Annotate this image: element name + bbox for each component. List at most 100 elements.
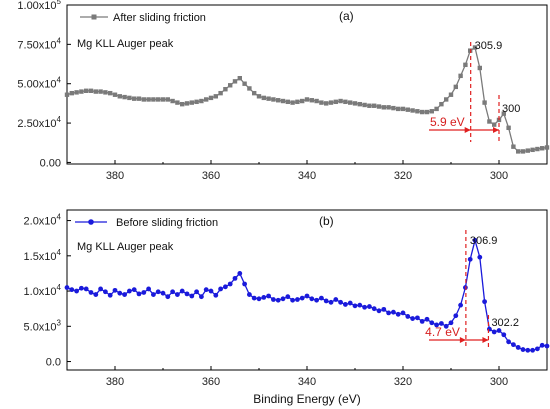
data-point-0-32	[218, 90, 223, 96]
data-point-1-64	[371, 306, 377, 312]
data-point-0-49	[300, 98, 305, 104]
data-point-1-46	[285, 294, 291, 300]
data-point-0-24	[180, 101, 185, 107]
y-tick-label-1-3: 1.5x104	[24, 248, 62, 263]
data-point-0-98	[535, 146, 540, 152]
data-point-1-78	[439, 321, 444, 326]
data-point-0-8	[103, 90, 108, 95]
data-point-0-62	[362, 102, 367, 108]
data-point-1-94	[515, 345, 521, 350]
data-point-0-63	[367, 103, 372, 108]
data-point-1-99	[539, 342, 545, 348]
data-point-1-16	[141, 290, 147, 295]
y-tick-label-0-2: 5.00x104	[17, 76, 61, 91]
data-point-0-75	[424, 109, 430, 115]
data-point-0-29	[204, 97, 209, 102]
legend-label-before: Before sliding friction	[116, 217, 218, 229]
data-point-0-0	[64, 92, 70, 97]
x-axis-label: Binding Energy (eV)	[253, 392, 360, 406]
data-point-0-17	[146, 97, 151, 102]
data-point-0-52	[314, 98, 319, 104]
data-point-0-100	[544, 145, 550, 150]
data-point-0-1	[69, 90, 74, 96]
data-point-1-75	[424, 316, 430, 322]
data-point-0-30	[208, 95, 214, 101]
y-tick-label-1-0: 0.0	[46, 357, 61, 369]
data-point-1-41	[261, 295, 267, 300]
data-point-0-6	[93, 89, 98, 94]
data-point-0-89	[492, 122, 497, 127]
data-point-1-82	[458, 302, 463, 308]
shift-label-0: 5.9 eV	[430, 115, 465, 129]
data-point-1-58	[343, 302, 348, 307]
data-point-0-87	[482, 100, 487, 105]
data-point-1-47	[290, 297, 295, 303]
data-point-1-3	[79, 285, 84, 291]
data-point-1-56	[333, 297, 339, 302]
x-tick-label-0-1: 360	[202, 170, 220, 182]
data-point-1-20	[160, 290, 166, 296]
data-point-1-30	[208, 288, 214, 294]
data-point-1-5	[88, 290, 94, 295]
data-point-0-88	[487, 119, 492, 124]
data-point-1-74	[419, 318, 425, 324]
legend-marker-b	[88, 219, 94, 225]
data-point-1-90	[496, 328, 502, 333]
data-point-0-69	[396, 106, 401, 112]
data-point-1-26	[189, 293, 195, 299]
data-point-0-39	[252, 90, 257, 96]
data-point-0-31	[213, 94, 218, 99]
data-point-1-62	[362, 304, 367, 310]
shift-arrowhead-left-0	[464, 127, 471, 133]
data-point-0-47	[290, 100, 295, 105]
data-point-1-33	[223, 284, 228, 290]
data-point-0-59	[348, 100, 353, 105]
data-point-0-20	[160, 97, 166, 102]
data-point-1-61	[357, 302, 363, 308]
x-tick-label-1-0: 380	[106, 376, 124, 388]
data-point-1-40	[256, 296, 262, 302]
data-point-1-73	[415, 315, 420, 321]
series-after	[64, 45, 550, 154]
data-point-1-19	[155, 289, 161, 295]
data-point-1-1	[69, 287, 75, 293]
x-tick-label-0-4: 300	[490, 170, 508, 182]
data-point-0-25	[184, 101, 190, 106]
data-point-1-7	[98, 286, 103, 292]
data-point-1-4	[83, 286, 89, 292]
panel-label-b: (b)	[319, 214, 334, 228]
data-point-1-49	[299, 295, 305, 301]
data-point-0-82	[458, 73, 463, 79]
data-point-0-99	[540, 146, 545, 151]
data-point-1-55	[328, 299, 334, 305]
data-point-1-36	[237, 271, 243, 276]
data-point-0-27	[194, 99, 199, 105]
annotation-a: Mg KLL Auger peak	[77, 38, 174, 50]
data-point-0-33	[223, 87, 228, 92]
data-point-1-92	[506, 339, 511, 345]
data-point-0-12	[122, 94, 127, 100]
data-point-0-85	[472, 45, 478, 50]
data-point-0-11	[117, 94, 122, 99]
data-point-1-22	[170, 289, 176, 295]
data-point-1-71	[405, 314, 411, 319]
data-point-1-34	[227, 281, 233, 287]
data-point-1-66	[381, 306, 387, 312]
panel-label-a: (a)	[339, 9, 354, 23]
peak-label-1-0: 306.9	[470, 235, 498, 247]
data-point-0-68	[391, 105, 396, 111]
data-point-0-64	[372, 103, 377, 108]
data-point-1-42	[266, 293, 271, 299]
data-point-0-53	[319, 100, 324, 105]
data-point-1-70	[400, 310, 406, 316]
data-point-1-38	[247, 292, 252, 297]
data-point-0-94	[516, 149, 521, 154]
plot-frame-b	[66, 209, 548, 371]
data-point-0-48	[295, 99, 300, 105]
data-point-1-17	[146, 286, 152, 292]
data-point-0-21	[165, 97, 170, 102]
data-point-0-70	[400, 106, 406, 112]
data-point-1-100	[544, 343, 550, 349]
data-point-0-56	[333, 99, 338, 105]
